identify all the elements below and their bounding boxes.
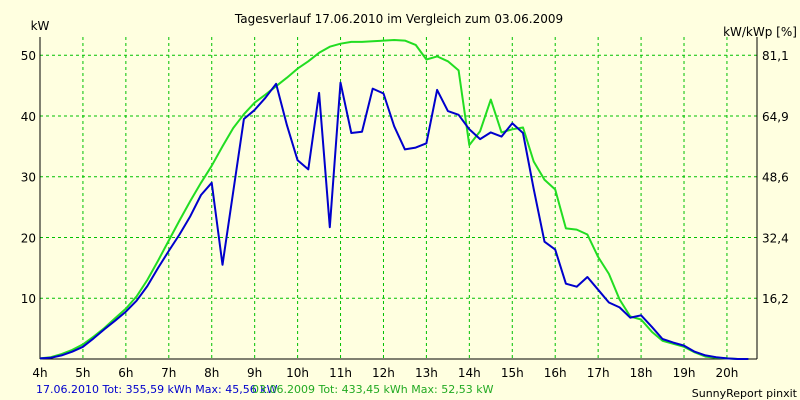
y-left-tick-label: 10 bbox=[21, 292, 36, 306]
y-right-tick-label: 64,9 bbox=[762, 110, 789, 124]
series-lines bbox=[39, 39, 749, 360]
y-right-tick-label: 16,2 bbox=[762, 292, 789, 306]
y-right-tick-label: 32,4 bbox=[762, 231, 789, 245]
x-tick-label: 14h bbox=[458, 366, 481, 380]
series-line-1 bbox=[39, 81, 749, 360]
x-tick-labels: 4h 5h 6h 7h 8h 9h 10h 11h 12h 13h 14h 15h 16h 17h 18h 1… bbox=[32, 366, 738, 380]
x-tick-label: 7h bbox=[161, 366, 176, 380]
x-tick-label: 6h bbox=[118, 366, 133, 380]
y-left-tick-label: 50 bbox=[21, 49, 36, 63]
x-tick-label: 9h bbox=[247, 366, 262, 380]
y-right-tick-labels: 16,2 32,4 48,6 64,9 81,1 bbox=[762, 49, 789, 306]
footer-series-1: 17.06.2010 Tot: 355,59 kWh Max: 45,56 kW bbox=[36, 383, 278, 396]
x-tick-label: 11h bbox=[329, 366, 352, 380]
x-tick-label: 19h bbox=[673, 366, 696, 380]
axes bbox=[39, 37, 758, 360]
x-tick-label: 12h bbox=[372, 366, 395, 380]
right-axis-unit: kW/kWp [%] bbox=[723, 25, 797, 39]
x-tick-label: 16h bbox=[544, 366, 567, 380]
x-tick-label: 5h bbox=[75, 366, 90, 380]
x-tick-label: 20h bbox=[716, 366, 739, 380]
y-left-tick-label: 40 bbox=[21, 110, 36, 124]
x-tick-label: 4h bbox=[32, 366, 47, 380]
x-tick-label: 18h bbox=[630, 366, 653, 380]
x-tick-label: 15h bbox=[501, 366, 524, 380]
x-tick-label: 13h bbox=[415, 366, 438, 380]
footer-credit: SunnyReport pinxit bbox=[692, 387, 798, 400]
footer-series-2: 03.06.2009 Tot: 433,45 kWh Max: 52,53 kW bbox=[252, 383, 494, 396]
chart-title: Tagesverlauf 17.06.2010 im Vergleich zum… bbox=[234, 12, 563, 26]
x-tick-label: 8h bbox=[204, 366, 219, 380]
x-tick-label: 17h bbox=[587, 366, 610, 380]
y-left-tick-label: 30 bbox=[21, 171, 36, 185]
y-right-tick-label: 81,1 bbox=[762, 49, 789, 63]
y-left-tick-labels: 10 20 30 40 50 bbox=[21, 49, 36, 306]
x-tick-label: 10h bbox=[286, 366, 309, 380]
left-axis-unit: kW bbox=[31, 19, 50, 33]
y-left-tick-label: 20 bbox=[21, 231, 36, 245]
y-right-tick-label: 48,6 bbox=[762, 171, 789, 185]
